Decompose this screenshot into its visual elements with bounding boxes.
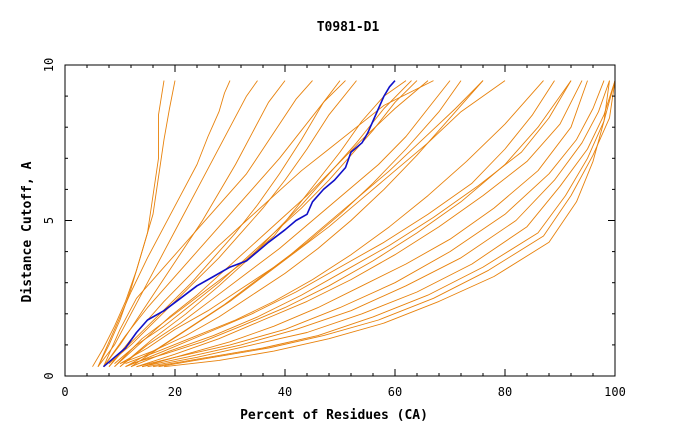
model-series-line-21 bbox=[130, 80, 572, 368]
model-series-line-18 bbox=[152, 80, 616, 368]
model-series-line-31 bbox=[119, 80, 451, 368]
x-tick-label: 100 bbox=[604, 385, 626, 399]
y-tick-label: 0 bbox=[42, 372, 56, 379]
model-series-line-15 bbox=[136, 80, 605, 368]
model-series-line-30 bbox=[125, 80, 555, 368]
model-series-line-27 bbox=[97, 80, 231, 367]
chart-title: T0981-D1 bbox=[317, 20, 380, 35]
model-series-line-9 bbox=[119, 80, 484, 365]
y-tick-label: 10 bbox=[42, 58, 56, 72]
y-tick-label: 5 bbox=[42, 217, 56, 224]
model-series-line-22 bbox=[158, 80, 616, 368]
model-series-line-16 bbox=[141, 80, 610, 368]
x-tick-label: 60 bbox=[388, 385, 402, 399]
x-tick-label: 80 bbox=[498, 385, 512, 399]
model-series-line-20 bbox=[136, 80, 583, 368]
model-series-line-2 bbox=[97, 80, 176, 367]
series-layer bbox=[92, 80, 616, 368]
model-series-line-7 bbox=[114, 80, 412, 364]
x-tick-label: 40 bbox=[278, 385, 292, 399]
x-tick-label: 0 bbox=[61, 385, 68, 399]
model-series-line-10 bbox=[125, 80, 544, 365]
model-series-line-25 bbox=[103, 80, 346, 367]
model-series-line-12 bbox=[114, 80, 407, 368]
model-series-line-23 bbox=[163, 80, 610, 368]
model-series-line-17 bbox=[147, 80, 616, 368]
model-series-line-28 bbox=[119, 80, 418, 368]
model-series-line-5 bbox=[108, 80, 341, 367]
tick-layer: 0 20 40 60 80 100 0 5 10 bbox=[42, 58, 626, 399]
x-axis-label: Percent of Residues (CA) bbox=[240, 408, 428, 423]
model-series-line-26 bbox=[103, 80, 313, 367]
model-series-line-29 bbox=[130, 80, 506, 368]
model-series-line-8 bbox=[119, 80, 462, 364]
model-series-line-4 bbox=[103, 80, 286, 367]
model-series-line-11 bbox=[130, 80, 572, 365]
model-series-line-1 bbox=[92, 80, 165, 367]
model-series-line-3 bbox=[97, 80, 258, 367]
model-series-line-14 bbox=[108, 80, 434, 367]
model-series-line-6 bbox=[108, 80, 357, 364]
x-tick-label: 20 bbox=[168, 385, 182, 399]
y-axis-label: Distance Cutoff, A bbox=[20, 161, 35, 302]
model-series-line-19 bbox=[141, 80, 588, 368]
highlighted-series-line bbox=[102, 80, 396, 368]
